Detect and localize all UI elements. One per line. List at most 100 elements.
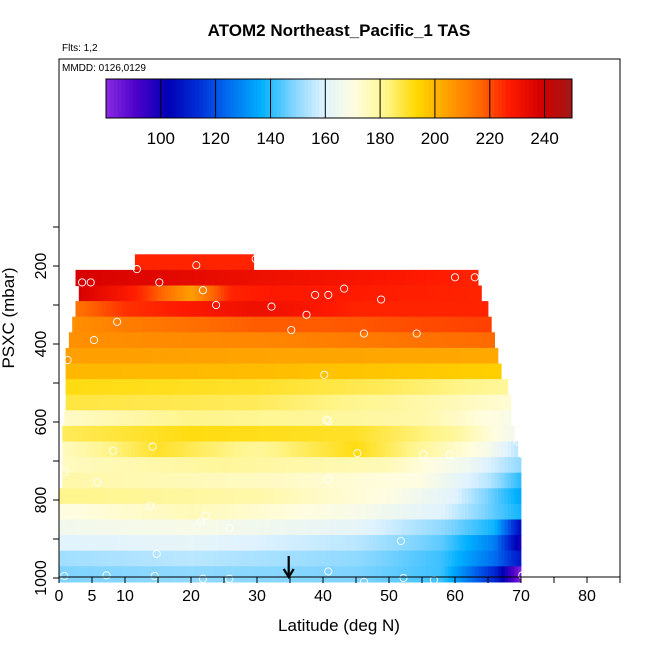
heatmap-cell bbox=[375, 472, 380, 489]
colorbar-segment bbox=[486, 79, 491, 118]
heatmap-cell bbox=[243, 347, 248, 365]
heatmap-cell bbox=[230, 316, 235, 333]
heatmap-cell bbox=[455, 332, 459, 349]
heatmap-cell bbox=[197, 550, 202, 567]
heatmap-cell bbox=[176, 410, 181, 427]
heatmap-cell bbox=[253, 285, 258, 302]
heatmap-cell bbox=[365, 425, 370, 443]
heatmap-cell bbox=[220, 269, 225, 287]
heatmap-cell bbox=[438, 332, 443, 349]
heatmap-cell bbox=[266, 332, 271, 349]
heatmap-cell bbox=[273, 394, 278, 411]
heatmap-cell bbox=[237, 316, 241, 333]
heatmap-cell bbox=[346, 503, 350, 521]
heatmap-cell bbox=[286, 332, 291, 349]
heatmap-cell bbox=[250, 488, 255, 505]
heatmap-cell bbox=[326, 394, 330, 411]
heatmap-cell bbox=[326, 332, 330, 349]
colorbar-segment bbox=[288, 79, 293, 118]
heatmap-cell bbox=[303, 472, 307, 489]
heatmap-cell bbox=[405, 472, 410, 489]
heatmap-cell bbox=[253, 550, 258, 567]
heatmap-cell bbox=[138, 285, 142, 302]
heatmap-cell bbox=[362, 332, 367, 349]
heatmap-cell bbox=[247, 457, 251, 474]
colorbar-segment bbox=[556, 79, 561, 118]
heatmap-cell bbox=[365, 503, 370, 521]
heatmap-cell bbox=[210, 488, 215, 505]
heatmap-cell bbox=[398, 566, 403, 583]
heatmap-cell bbox=[389, 535, 393, 552]
heatmap-cell bbox=[441, 519, 446, 536]
heatmap-cell bbox=[425, 379, 429, 396]
heatmap-cell bbox=[494, 441, 499, 458]
colorbar-tick-label: 120 bbox=[201, 129, 229, 148]
heatmap-cell bbox=[346, 347, 350, 365]
heatmap-cell bbox=[192, 410, 197, 427]
heatmap-cell bbox=[263, 301, 268, 318]
heatmap-cell bbox=[72, 488, 76, 505]
heatmap-cell bbox=[438, 503, 443, 521]
heatmap-cell bbox=[418, 519, 423, 536]
heatmap-cell bbox=[382, 472, 387, 489]
heatmap-cell bbox=[458, 457, 462, 474]
heatmap-cell bbox=[121, 457, 126, 474]
colorbar-segment bbox=[544, 79, 550, 118]
heatmap-cell bbox=[461, 441, 466, 458]
colorbar-segment bbox=[319, 79, 324, 118]
observation-points bbox=[60, 254, 527, 586]
colorbar-segment bbox=[335, 79, 340, 118]
heatmap-cell bbox=[101, 285, 106, 302]
heatmap-cell bbox=[95, 316, 99, 333]
heatmap-cell bbox=[95, 472, 99, 489]
heatmap-cell bbox=[336, 535, 340, 552]
heatmap-cell bbox=[283, 519, 288, 536]
heatmap-cell bbox=[65, 425, 70, 443]
colorbar-segment bbox=[533, 79, 538, 118]
heatmap-cell bbox=[181, 441, 185, 458]
heatmap-cell bbox=[389, 394, 393, 411]
heatmap-cell bbox=[144, 472, 149, 489]
heatmap-cell bbox=[128, 301, 132, 318]
colorbar-segment bbox=[478, 79, 484, 118]
heatmap-cell bbox=[115, 535, 119, 552]
heatmap-cell bbox=[105, 332, 109, 349]
heatmap-cell bbox=[240, 488, 245, 505]
heatmap-cell bbox=[171, 519, 175, 536]
heatmap-cell bbox=[128, 550, 132, 567]
heatmap-cell bbox=[68, 347, 73, 365]
heatmap-cell bbox=[362, 285, 367, 302]
heatmap-cell bbox=[464, 503, 469, 521]
heatmap-cell bbox=[247, 566, 251, 583]
heatmap-cell bbox=[280, 363, 284, 380]
heatmap-cell bbox=[197, 503, 202, 521]
heatmap-cell bbox=[171, 425, 175, 443]
heatmap-cell bbox=[356, 301, 360, 318]
heatmap-cell bbox=[451, 488, 456, 505]
colorbar-segment bbox=[525, 79, 530, 118]
heatmap-cell bbox=[260, 285, 264, 302]
heatmap-cell bbox=[141, 566, 146, 583]
heatmap-cell bbox=[445, 363, 449, 380]
heatmap-cell bbox=[382, 566, 387, 583]
heatmap-cell bbox=[154, 457, 159, 474]
heatmap-cell bbox=[326, 316, 330, 333]
heatmap-cell bbox=[290, 472, 294, 489]
heatmap-cell bbox=[276, 269, 281, 287]
heatmap-cell bbox=[491, 503, 495, 521]
heatmap-cell bbox=[431, 425, 436, 443]
heatmap-cell bbox=[217, 363, 222, 380]
heatmap-cell bbox=[451, 347, 456, 365]
heatmap-cell bbox=[125, 332, 129, 349]
heatmap-cell bbox=[210, 316, 215, 333]
heatmap-cell bbox=[514, 472, 519, 489]
heatmap-cell bbox=[247, 519, 251, 536]
heatmap-cell bbox=[425, 285, 429, 302]
heatmap-cell bbox=[171, 550, 175, 567]
heatmap-cell bbox=[372, 285, 377, 302]
heatmap-cell bbox=[111, 566, 116, 583]
heatmap-cell bbox=[273, 379, 278, 396]
heatmap-cell bbox=[488, 332, 492, 349]
heatmap-cell bbox=[235, 410, 240, 427]
heatmap-cell bbox=[108, 472, 113, 489]
